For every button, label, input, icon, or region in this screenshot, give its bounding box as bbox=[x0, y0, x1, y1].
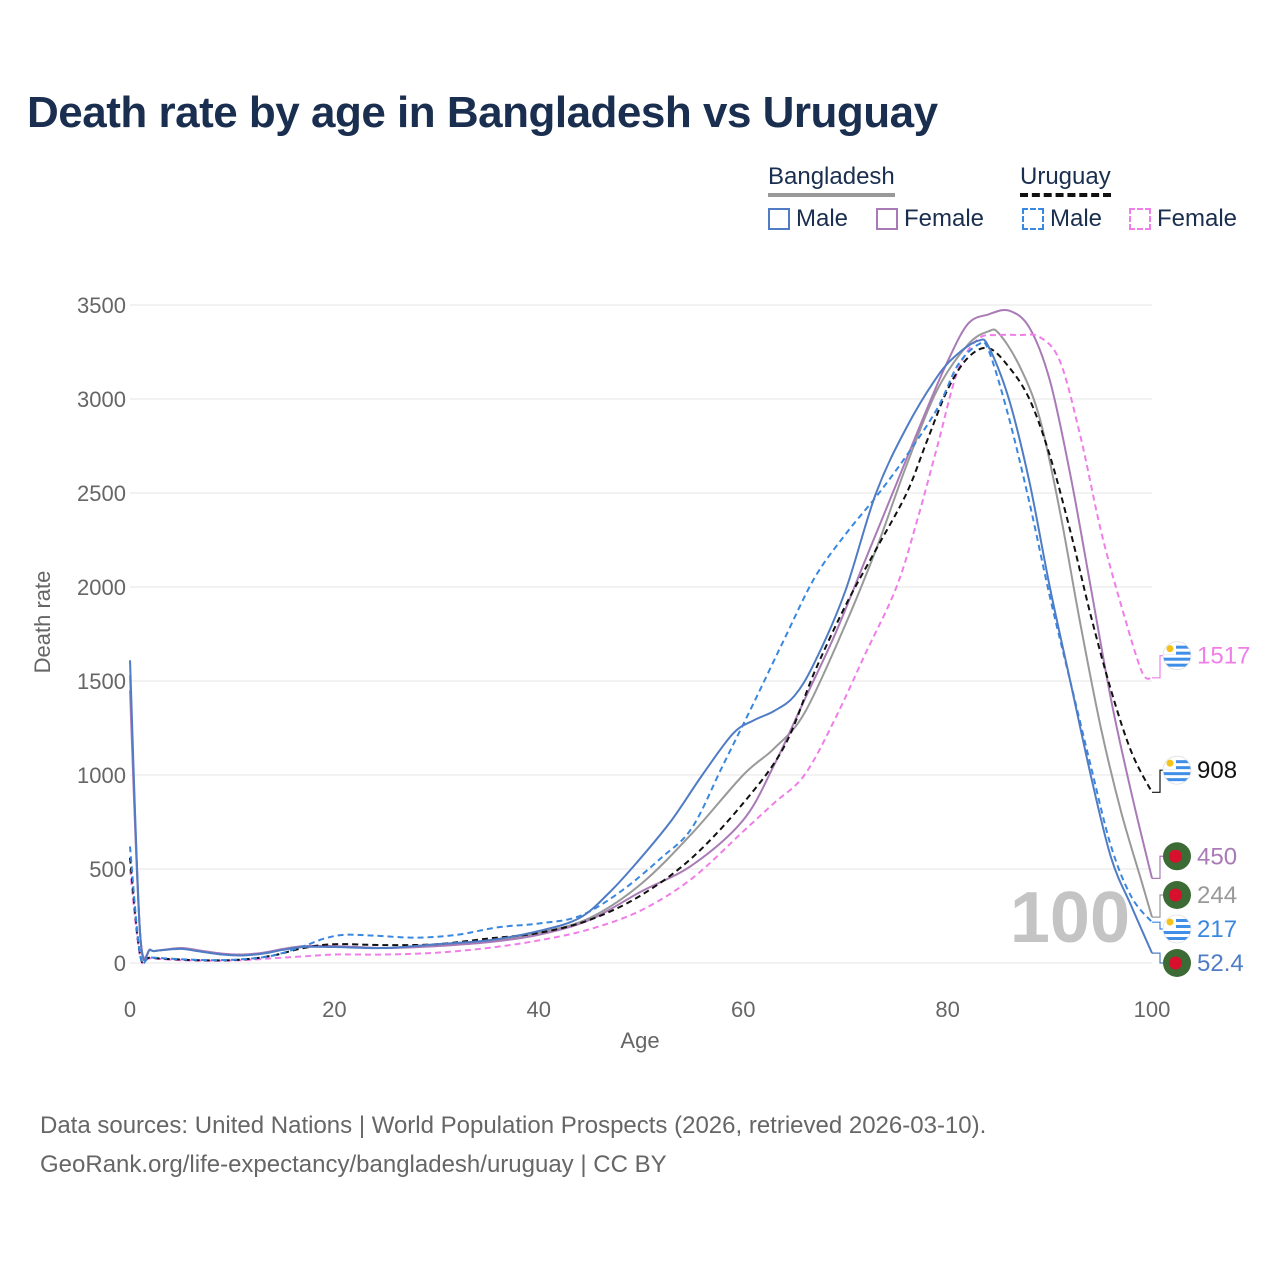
y-axis-ticks: 0 500 1000 1500 2000 2500 3000 3500 bbox=[77, 293, 126, 976]
grid bbox=[130, 304, 1152, 964]
series-line-bangladesh-total[interactable] bbox=[129, 328, 1153, 961]
bangladesh-flag-icon bbox=[1163, 842, 1191, 871]
series-line-uruguay-male[interactable] bbox=[129, 340, 1153, 966]
y-tick-label: 3500 bbox=[77, 293, 126, 318]
end-labels: 1517 908 450 244 217 52.4 bbox=[1152, 641, 1250, 977]
uruguay-flag-icon bbox=[1162, 914, 1192, 944]
y-tick-label: 2000 bbox=[77, 575, 126, 600]
end-label-value: 244 bbox=[1197, 882, 1237, 909]
end-label-uruguay-female: 1517 bbox=[1152, 641, 1250, 679]
x-tick-label: 60 bbox=[731, 997, 755, 1022]
end-label-bangladesh-total: 244 bbox=[1152, 881, 1237, 918]
end-label-bangladesh-female: 450 bbox=[1152, 842, 1237, 880]
x-tick-label: 100 bbox=[1134, 997, 1171, 1022]
y-tick-label: 1000 bbox=[77, 763, 126, 788]
series-lines bbox=[129, 308, 1153, 966]
end-label-uruguay-male: 217 bbox=[1152, 914, 1237, 944]
series-line-uruguay-female[interactable] bbox=[129, 333, 1153, 965]
bangladesh-flag-icon bbox=[1163, 949, 1191, 977]
end-label-bangladesh-male: 52.4 bbox=[1152, 949, 1244, 977]
y-tick-label: 2500 bbox=[77, 481, 126, 506]
line-chart: 0 500 1000 1500 2000 2500 3000 3500 0 20 40 60 80 10… bbox=[30, 293, 1250, 1053]
y-axis-label: Death rate bbox=[30, 571, 55, 674]
end-label-connector bbox=[1152, 855, 1164, 880]
end-label-connector bbox=[1152, 655, 1164, 679]
y-tick-label: 1500 bbox=[77, 669, 126, 694]
x-tick-label: 0 bbox=[124, 997, 136, 1022]
y-tick-label: 0 bbox=[114, 951, 126, 976]
x-axis-ticks: 0 20 40 60 80 100 bbox=[124, 997, 1170, 1022]
source-line-2: GeoRank.org/life-expectancy/bangladesh/u… bbox=[40, 1151, 667, 1178]
end-label-value: 450 bbox=[1197, 843, 1237, 870]
x-tick-label: 80 bbox=[935, 997, 959, 1022]
y-tick-label: 3000 bbox=[77, 387, 126, 412]
end-label-value: 217 bbox=[1197, 916, 1237, 943]
source-note: Data sources: United Nations | World Pop… bbox=[40, 1106, 986, 1184]
series-line-bangladesh-male[interactable] bbox=[129, 338, 1153, 962]
uruguay-flag-icon bbox=[1162, 641, 1192, 671]
end-label-uruguay-total: 908 bbox=[1152, 755, 1237, 793]
x-tick-label: 40 bbox=[527, 997, 551, 1022]
uruguay-flag-icon bbox=[1162, 755, 1192, 785]
end-label-value: 908 bbox=[1197, 757, 1237, 784]
series-line-uruguay-total[interactable] bbox=[129, 346, 1153, 965]
bangladesh-flag-icon bbox=[1163, 881, 1191, 909]
age-watermark: 100 bbox=[1010, 878, 1130, 958]
y-tick-label: 500 bbox=[89, 857, 126, 882]
end-label-value: 52.4 bbox=[1197, 950, 1244, 977]
x-tick-label: 20 bbox=[322, 997, 346, 1022]
end-label-connector bbox=[1152, 952, 1164, 964]
series-line-bangladesh-female[interactable] bbox=[129, 308, 1153, 960]
end-label-connector bbox=[1152, 894, 1164, 918]
x-axis-label: Age bbox=[620, 1028, 659, 1053]
end-label-connector bbox=[1152, 921, 1164, 930]
end-label-value: 1517 bbox=[1197, 643, 1250, 670]
source-line-1: Data sources: United Nations | World Pop… bbox=[40, 1112, 987, 1139]
end-label-connector bbox=[1152, 769, 1164, 793]
chart-title: Death rate by age in Bangladesh vs Urugu… bbox=[27, 88, 938, 137]
